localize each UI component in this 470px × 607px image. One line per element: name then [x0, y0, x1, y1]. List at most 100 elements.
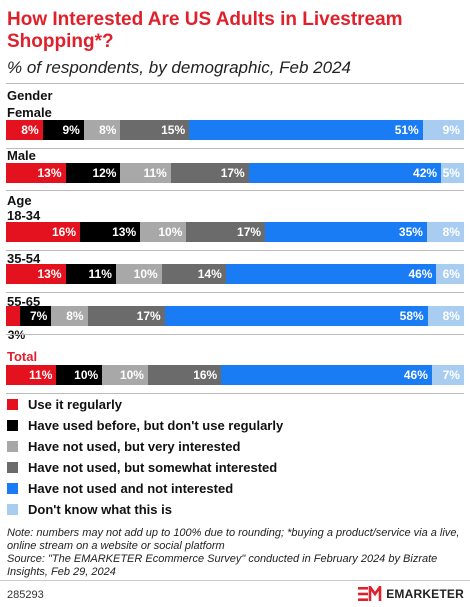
legend-swatch	[7, 461, 18, 473]
bar-segment: 8%	[6, 120, 43, 140]
data-label: 46%	[408, 267, 433, 281]
stacked-bar: 11% 10% 10% 16% 46% 7%	[6, 365, 464, 385]
data-label: 13%	[112, 225, 137, 239]
row-label: 35-54	[7, 251, 41, 266]
legend-swatch	[7, 440, 18, 452]
data-label: 11%	[143, 166, 167, 180]
data-label: 3%	[7, 328, 26, 342]
data-label: 10%	[74, 368, 99, 382]
bar-segment: 11%	[6, 365, 57, 385]
data-label: 8%	[21, 123, 39, 137]
data-label: 11%	[88, 267, 112, 281]
legend-label: Don't know what this is	[28, 501, 172, 517]
legend-item: Use it regularly	[7, 396, 122, 412]
bar-segment: 13%	[6, 264, 66, 284]
row-divider	[6, 292, 464, 293]
legend-item: Have not used, but somewhat interested	[7, 459, 278, 475]
row-label: Total	[7, 349, 38, 364]
legend-swatch	[7, 503, 18, 515]
bar-segment: 5%	[441, 163, 464, 183]
data-label: 17%	[237, 225, 262, 239]
bar-segment: 9%	[422, 120, 464, 140]
data-label: 10%	[158, 225, 183, 239]
chart-id: 285293	[7, 589, 44, 601]
data-label: 17%	[136, 309, 161, 323]
row-divider	[6, 148, 464, 149]
row-label: 55-65	[7, 294, 41, 309]
bar-segment: 10%	[56, 365, 103, 385]
source-text: Source: "The EMARKETER Ecommerce Survey"…	[7, 553, 438, 578]
bar-segment: 8%	[427, 306, 464, 326]
data-label: 42%	[413, 166, 438, 180]
header-divider	[6, 83, 464, 84]
data-label: 14%	[197, 267, 222, 281]
legend-item: Don't know what this is	[7, 501, 172, 517]
row-label: Female	[7, 105, 52, 120]
bar-segment: 16%	[147, 365, 222, 385]
data-label: 17%	[220, 166, 245, 180]
bar-segment: 12%	[65, 163, 121, 183]
bar-segment: 17%	[186, 222, 266, 242]
row-divider	[6, 334, 464, 335]
bar-segment: 10%	[102, 365, 148, 385]
bar-segment: 8%	[426, 222, 464, 242]
bar-segment: 46%	[225, 264, 437, 284]
data-label: 9%	[442, 123, 460, 137]
stacked-bar: 8% 9% 8% 15% 51% 9%	[6, 120, 464, 140]
row-divider	[6, 190, 464, 191]
bar-segment: 10%	[115, 264, 162, 284]
legend-item: Have not used and not interested	[7, 481, 233, 496]
footer-divider	[0, 580, 470, 581]
group-label-gender: Gender	[7, 88, 53, 103]
bar-segment: 17%	[170, 163, 249, 183]
bar-segment: 11%	[65, 264, 116, 284]
bar-segment: 58%	[164, 306, 428, 326]
data-label: 35%	[398, 225, 423, 239]
data-label: 7%	[29, 309, 48, 323]
stacked-bar: 16% 13% 10% 17% 35% 8%	[6, 222, 464, 242]
stacked-bar: 7% 8% 17% 58% 8%	[6, 306, 464, 326]
bar-segment: 10%	[140, 222, 187, 242]
bar-segment: 6%	[436, 264, 464, 284]
bar-segment: 13%	[80, 222, 141, 242]
legend-item: Have not used, but very interested	[7, 438, 241, 454]
bar-segment: 8%	[51, 306, 88, 326]
bar-segment: 42%	[248, 163, 442, 183]
note-text: Note: numbers may not add up to 100% due…	[7, 527, 460, 552]
bar-segment: 17%	[87, 306, 165, 326]
bar-segment: 9%	[42, 120, 84, 140]
stacked-bar: 13% 12% 11% 17% 42% 5%	[6, 163, 464, 183]
legend-label: Have not used, but somewhat interested	[28, 459, 278, 475]
bar-segment: 15%	[120, 120, 190, 140]
stacked-bar: 13% 11% 10% 14% 46% 6%	[6, 264, 464, 284]
data-label: 9%	[62, 123, 80, 137]
data-label: 5%	[442, 166, 460, 180]
data-label: 13%	[37, 267, 62, 281]
bar-segment: 8%	[83, 120, 121, 140]
data-label: 8%	[442, 309, 460, 323]
legend-swatch	[7, 398, 18, 410]
bar-segment: 7%	[19, 306, 52, 326]
legend-swatch	[7, 419, 18, 431]
bar-segment: 35%	[265, 222, 427, 242]
data-label: 51%	[394, 123, 419, 137]
bar-segment: 11%	[120, 163, 171, 183]
data-label: 16%	[193, 368, 218, 382]
chart-footnote: Note: numbers may not add up to 100% due…	[7, 527, 467, 579]
bar-segment: 7%	[431, 365, 464, 385]
row-divider	[6, 393, 464, 394]
legend-label: Have not used, but very interested	[28, 438, 241, 454]
data-label: 13%	[37, 166, 62, 180]
row-label: Male	[7, 148, 36, 163]
legend-item: Have used before, but don't use regularl…	[7, 417, 284, 433]
legend-swatch	[7, 482, 18, 494]
legend-label: Have used before, but don't use regularl…	[28, 417, 284, 433]
bar-segment: 14%	[161, 264, 226, 284]
data-label: 15%	[161, 123, 186, 137]
data-label: 6%	[442, 267, 460, 281]
chart-title: How Interested Are US Adults in Livestre…	[7, 9, 403, 52]
legend-label: Use it regularly	[28, 396, 122, 412]
data-label: 10%	[133, 267, 158, 281]
data-label: 12%	[92, 166, 117, 180]
bar-segment: 51%	[189, 120, 423, 140]
